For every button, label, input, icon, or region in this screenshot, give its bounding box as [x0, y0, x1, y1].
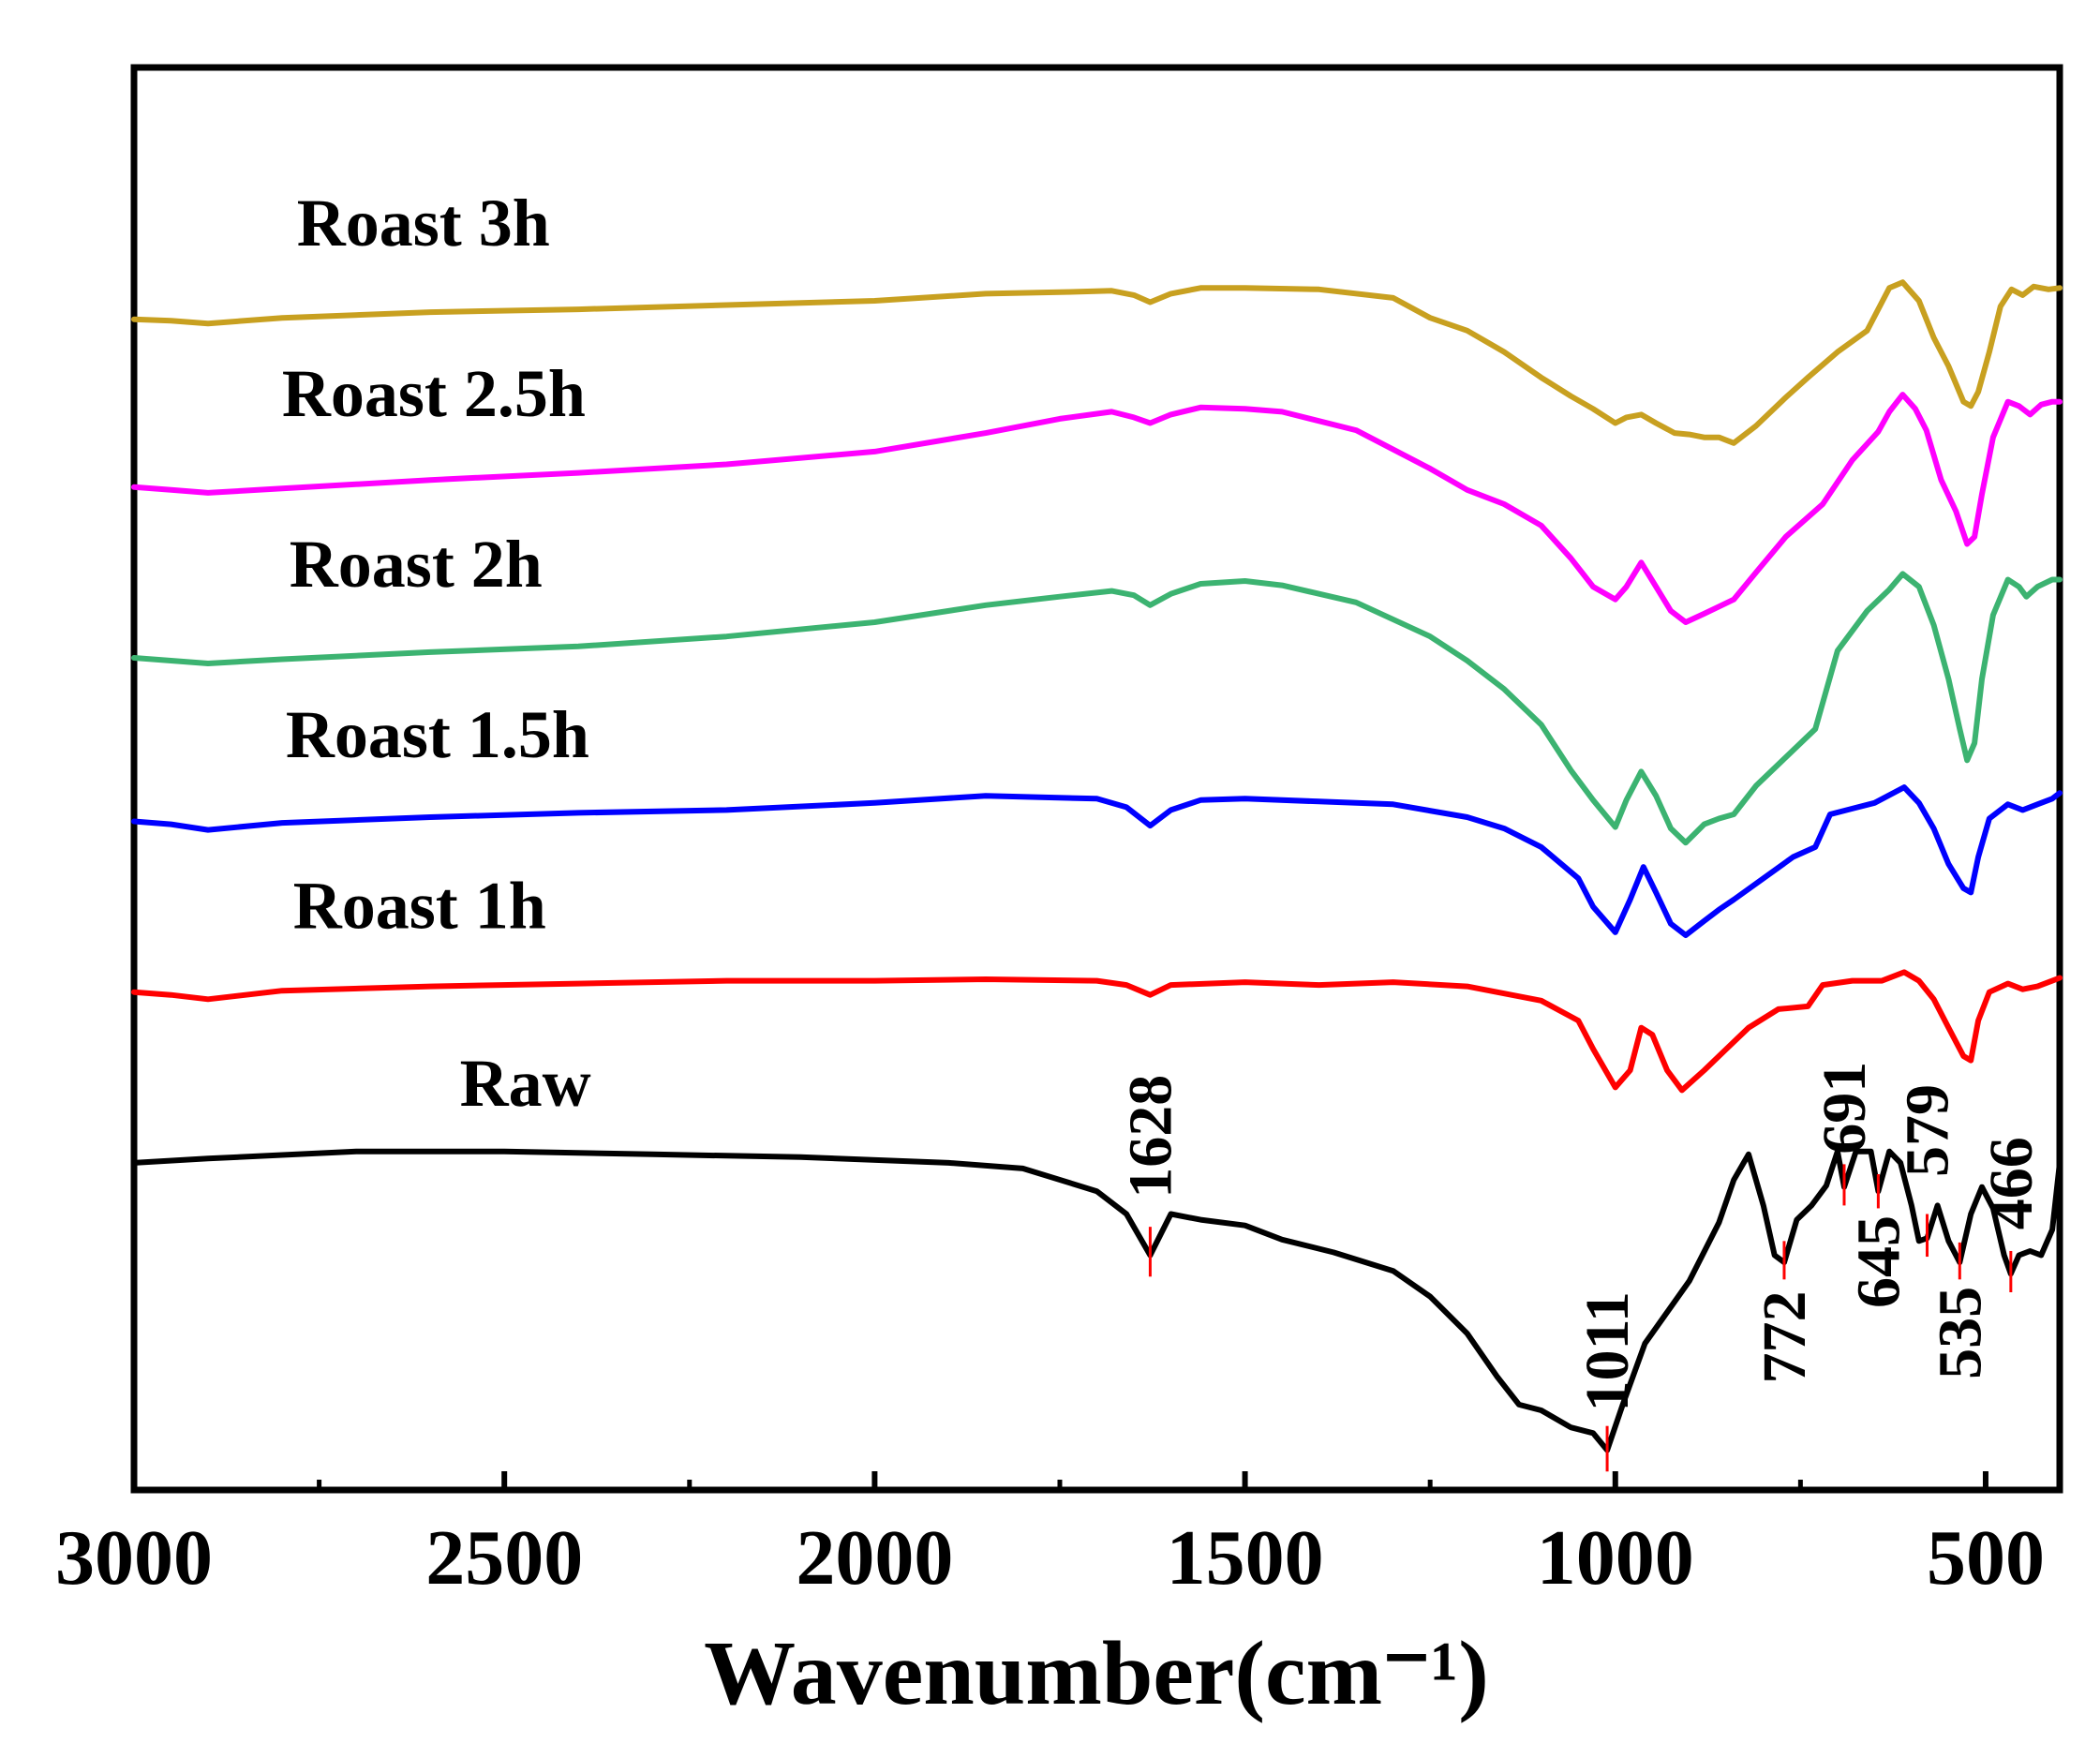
peak-label-1628: 1628: [1116, 1075, 1184, 1199]
peak-label-1011: 1011: [1573, 1291, 1642, 1411]
series-layer: [131, 279, 2063, 1453]
peak-label-466: 466: [1977, 1137, 2046, 1229]
series-label-roast-1-5h: Roast 1.5h: [286, 697, 589, 772]
x-axis-title: Wavenumber(cm⁻¹): [704, 1623, 1489, 1724]
x-tick-label: 3000: [55, 1514, 213, 1601]
peak-label-645: 645: [1844, 1215, 1913, 1308]
series-label-roast-3h: Roast 3h: [297, 186, 550, 261]
plot-frame: [130, 64, 2063, 1494]
series-line-roast-3h: [131, 279, 2063, 446]
peak-label-579: 579: [1894, 1084, 1962, 1177]
series-label-roast-1h: Roast 1h: [293, 868, 546, 943]
x-tick-label: 1000: [1537, 1514, 1694, 1601]
series-line-roast-1h: [131, 969, 2063, 1094]
peak-annotation-layer: 1628 1011 772 691 645 579 535 466: [1116, 1062, 2046, 1472]
peak-label-691: 691: [1810, 1062, 1879, 1155]
series-label-roast-2-5h: Roast 2.5h: [282, 356, 586, 431]
series-label-raw: Raw: [460, 1046, 591, 1121]
series-label-layer: Raw Roast 1h Roast 1.5h Roast 2h Roast 2.5h R…: [282, 186, 591, 1121]
x-tick-label: 500: [1927, 1514, 2045, 1601]
series-line-roast-2-5h: [131, 392, 2063, 625]
series-label-roast-2h: Roast 2h: [290, 527, 543, 602]
x-tick-label: 2500: [425, 1514, 583, 1601]
series-line-roast-2h: [131, 571, 2063, 846]
x-tick-label: 2000: [796, 1514, 953, 1601]
x-axis-ticks: 3000 2500 2000 1500 1000 500: [55, 1471, 2045, 1601]
x-tick-label: 1500: [1167, 1514, 1324, 1601]
peak-label-535: 535: [1926, 1287, 1994, 1379]
series-line-roast-1-5h: [131, 784, 2063, 938]
peak-label-772: 772: [1750, 1290, 1819, 1383]
